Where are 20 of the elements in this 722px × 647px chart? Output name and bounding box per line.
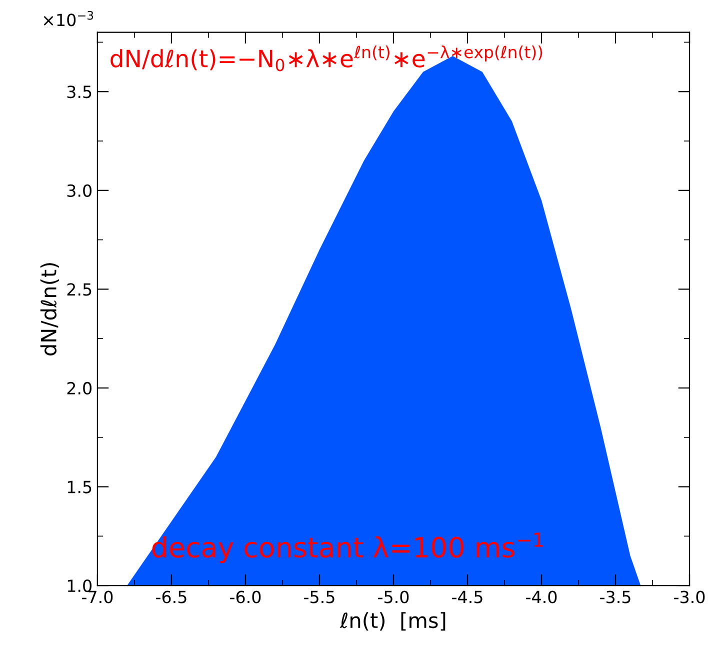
x-tick-label: -4.0 bbox=[526, 590, 557, 604]
x-tick-label: -3.0 bbox=[674, 590, 705, 604]
y-axis-title: dN/dℓn(t) bbox=[40, 263, 59, 356]
x-tick-label: -4.5 bbox=[452, 590, 482, 604]
y-tick-label: 3.5 bbox=[67, 86, 92, 98]
x-tick-label: -5.5 bbox=[304, 590, 334, 604]
y-tick-label: 3.0 bbox=[67, 184, 92, 197]
y-tick-label: 2.5 bbox=[67, 283, 92, 296]
annotation: decay constant λ=100 ms$^{−1}$ bbox=[152, 532, 543, 564]
text: ×10$^{−3}$ bbox=[44, 10, 94, 26]
y-tick-label: 1.0 bbox=[68, 579, 92, 592]
x-tick-label: -6.0 bbox=[230, 590, 261, 604]
y-tick-label: 2.0 bbox=[67, 382, 92, 395]
y-tick-label: 1.5 bbox=[68, 480, 92, 494]
annotation: dN/dℓn(t)=−N$_{0}$∗λ∗e$^{ℓn(t)}$∗e$^{−λ∗exp(ℓn(t))}$ bbox=[110, 46, 542, 72]
x-axis-title: ℓn(t) [ms] bbox=[340, 612, 446, 631]
x-tick-label: -6.5 bbox=[156, 590, 186, 604]
x-tick-label: -3.5 bbox=[600, 590, 630, 604]
x-tick-label: -7.0 bbox=[82, 590, 113, 604]
x-tick-label: -5.0 bbox=[378, 590, 409, 604]
